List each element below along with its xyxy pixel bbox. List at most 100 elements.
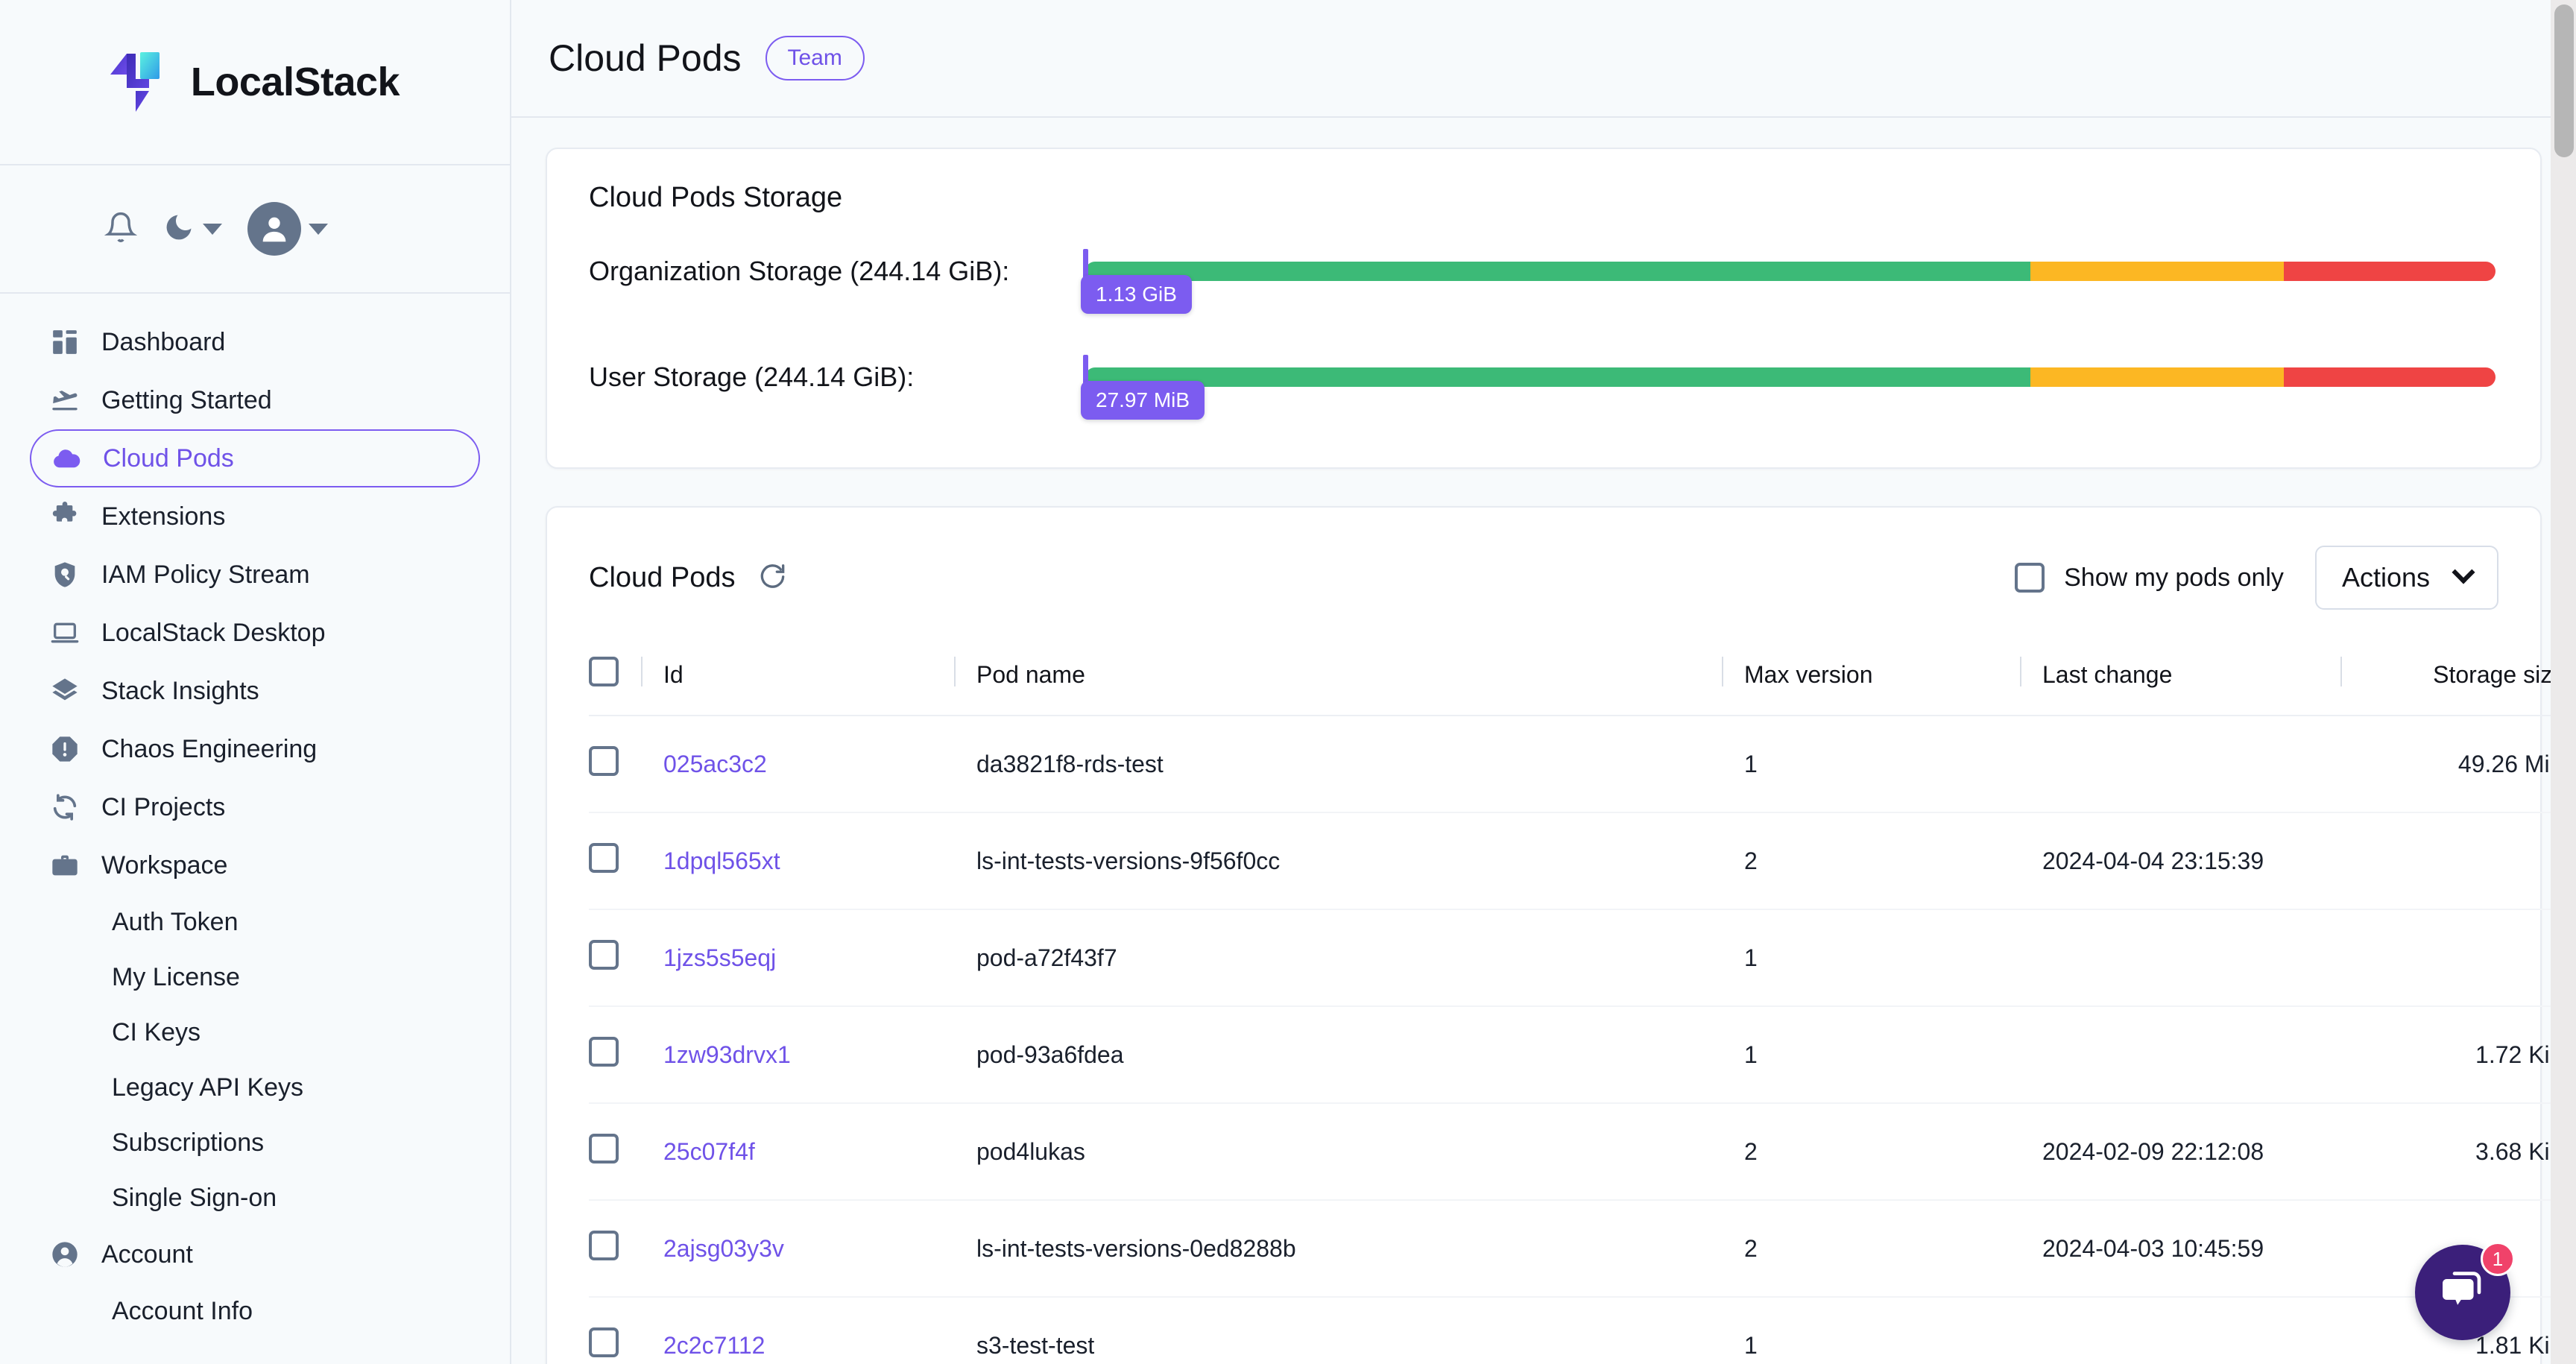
- sidebar-item-cloud-pods[interactable]: Cloud Pods: [30, 429, 480, 487]
- max-version-cell: 1: [1744, 1006, 2042, 1104]
- chevron-down-icon: [203, 223, 222, 235]
- table-title: Cloud Pods: [589, 561, 736, 593]
- chevron-down-icon: [309, 223, 328, 235]
- last-change-cell: [2042, 1006, 2363, 1104]
- actions-button[interactable]: Actions: [2314, 546, 2498, 610]
- sidebar-item-label: Auth Token: [112, 907, 239, 936]
- column-header-max-version[interactable]: Max version: [1722, 640, 2042, 716]
- notifications-button[interactable]: [104, 211, 138, 247]
- sidebar-item-ci-keys[interactable]: CI Keys: [30, 1005, 480, 1060]
- storage-label: Organization Storage (244.14 GiB):: [589, 256, 1010, 286]
- sidebar-item-single-sign-on[interactable]: Single Sign-on: [30, 1170, 480, 1225]
- max-version-cell: 1: [1744, 1297, 2042, 1364]
- pod-id-link[interactable]: 25c07f4f: [663, 1137, 755, 1165]
- sidebar-item-label: LocalStack Desktop: [101, 618, 326, 647]
- refresh-cycle-icon: [49, 792, 80, 823]
- team-badge[interactable]: Team: [765, 36, 865, 80]
- briefcase-icon: [49, 850, 80, 881]
- column-header-pod-name[interactable]: Pod name: [954, 640, 1744, 716]
- sidebar-item-label: IAM Policy Stream: [101, 560, 310, 589]
- sidebar-item-extensions[interactable]: Extensions: [30, 487, 480, 546]
- max-version-cell: 2: [1744, 812, 2042, 910]
- chevron-down-icon: [2452, 561, 2475, 584]
- chat-widget-button[interactable]: 1: [2415, 1242, 2515, 1340]
- sidebar-item-subscriptions[interactable]: Subscriptions: [30, 1115, 480, 1170]
- storage-row-organization: Organization Storage (244.14 GiB): 1.13 …: [589, 245, 2498, 323]
- vertical-scrollbar[interactable]: [2551, 0, 2576, 1364]
- pod-id-link[interactable]: 1zw93drvx1: [663, 1041, 791, 1068]
- storage-card-heading: Cloud Pods Storage: [589, 182, 843, 213]
- sidebar-item-label: Single Sign-on: [112, 1183, 277, 1212]
- pod-id-link[interactable]: 1jzs5s5eqj: [663, 944, 777, 971]
- sidebar-item-label: Extensions: [101, 502, 226, 531]
- table-row[interactable]: 1dpql565xt ls-int-tests-versions-9f56f0c…: [589, 812, 2572, 910]
- sidebar-item-iam-policy-stream[interactable]: IAM Policy Stream: [30, 546, 480, 604]
- cloud-pods-storage-card: Cloud Pods Storage Organization Storage …: [546, 148, 2542, 469]
- storage-bar-user: 27.97 MiB: [1081, 351, 2498, 429]
- sidebar-item-getting-started[interactable]: Getting Started: [30, 371, 480, 429]
- brand-logo[interactable]: LocalStack: [0, 0, 510, 165]
- row-checkbox[interactable]: [589, 1231, 619, 1260]
- table-row[interactable]: 2c2c7112 s3-test-test 1 1.81 KiB: [589, 1297, 2572, 1364]
- cloud-pods-table: Id Pod name Max version Last change Stor…: [589, 640, 2572, 1364]
- row-checkbox[interactable]: [589, 1134, 619, 1163]
- theme-toggle-button[interactable]: [162, 211, 222, 247]
- storage-marker: [1083, 249, 1088, 292]
- sidebar-item-dashboard[interactable]: Dashboard: [30, 313, 480, 371]
- select-all-checkbox[interactable]: [589, 657, 619, 686]
- sidebar-item-label: Account Info: [112, 1296, 253, 1325]
- account-menu-button[interactable]: [247, 202, 328, 256]
- sidebar: LocalStack: [0, 0, 511, 1364]
- table-row[interactable]: 1zw93drvx1 pod-93a6fdea 1 1.72 KiB: [589, 1006, 2572, 1104]
- sidebar-item-ci-projects[interactable]: CI Projects: [30, 778, 480, 836]
- sidebar-item-localstack-desktop[interactable]: LocalStack Desktop: [30, 604, 480, 662]
- storage-segment-red: [2284, 262, 2496, 281]
- sidebar-item-chaos-engineering[interactable]: Chaos Engineering: [30, 720, 480, 778]
- storage-bar-organization: 1.13 GiB: [1081, 245, 2498, 323]
- row-checkbox[interactable]: [589, 940, 619, 970]
- pod-id-link[interactable]: 2ajsg03y3v: [663, 1234, 784, 1262]
- sidebar-item-label: CI Keys: [112, 1017, 201, 1046]
- pod-id-link[interactable]: 2c2c7112: [663, 1331, 765, 1359]
- sidebar-item-workspace[interactable]: Workspace: [30, 836, 480, 894]
- show-my-pods-only-checkbox[interactable]: [2015, 563, 2045, 593]
- row-checkbox[interactable]: [589, 1037, 619, 1067]
- row-checkbox[interactable]: [589, 843, 619, 873]
- scrollbar-thumb[interactable]: [2554, 4, 2574, 157]
- pod-name-cell: pod-93a6fdea: [976, 1006, 1744, 1104]
- last-change-cell: 2024-04-04 23:15:39: [2042, 812, 2363, 910]
- pod-name-cell: pod4lukas: [976, 1103, 1744, 1201]
- sidebar-item-label: Getting Started: [101, 385, 272, 414]
- table-row[interactable]: 025ac3c2 da3821f8-rds-test 1 49.26 MiB: [589, 716, 2572, 813]
- row-checkbox[interactable]: [589, 746, 619, 776]
- sidebar-item-auth-token[interactable]: Auth Token: [30, 894, 480, 950]
- column-header-last-change[interactable]: Last change: [2020, 640, 2363, 716]
- alert-octagon-icon: [49, 733, 80, 765]
- storage-size-cell: 3.68 KiB: [2363, 1103, 2572, 1201]
- user-avatar-icon: [247, 202, 301, 256]
- pod-id-link[interactable]: 1dpql565xt: [663, 847, 780, 874]
- shield-search-icon: [49, 559, 80, 590]
- sidebar-item-account[interactable]: Account: [30, 1225, 480, 1284]
- sidebar-item-account-info[interactable]: Account Info: [30, 1284, 480, 1339]
- sidebar-item-legacy-api-keys[interactable]: Legacy API Keys: [30, 1060, 480, 1115]
- refresh-button[interactable]: [756, 561, 786, 595]
- column-header-storage-size[interactable]: Storage size: [2340, 640, 2572, 716]
- show-my-pods-only-toggle[interactable]: Show my pods only: [2015, 563, 2284, 593]
- moon-icon: [162, 211, 195, 247]
- column-header-id[interactable]: Id: [641, 640, 976, 716]
- pod-id-link[interactable]: 025ac3c2: [663, 750, 767, 777]
- row-checkbox[interactable]: [589, 1327, 619, 1357]
- cloud-icon: [51, 443, 82, 474]
- table-row[interactable]: 2ajsg03y3v ls-int-tests-versions-0ed8288…: [589, 1200, 2572, 1298]
- storage-segment-amber: [2030, 262, 2285, 281]
- sidebar-item-label: CI Projects: [101, 792, 226, 821]
- takeoff-plane-icon: [49, 385, 80, 416]
- table-header-row: Id Pod name Max version Last change Stor…: [589, 640, 2572, 716]
- storage-segment-green: [1085, 367, 2030, 387]
- sidebar-item-my-license[interactable]: My License: [30, 950, 480, 1005]
- sidebar-item-stack-insights[interactable]: Stack Insights: [30, 662, 480, 720]
- laptop-icon: [49, 617, 80, 648]
- table-row[interactable]: 1jzs5s5eqj pod-a72f43f7 1: [589, 909, 2572, 1007]
- table-row[interactable]: 25c07f4f pod4lukas 2 2024-02-09 22:12:08…: [589, 1103, 2572, 1201]
